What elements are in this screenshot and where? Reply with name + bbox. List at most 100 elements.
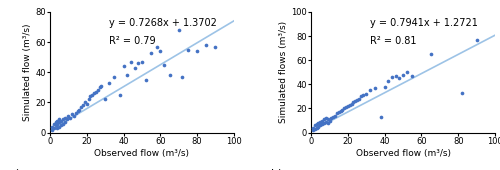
Point — [318, 119, 326, 122]
Point — [142, 78, 150, 81]
Point — [79, 104, 87, 107]
Point — [83, 103, 91, 105]
Point — [55, 121, 63, 123]
Point — [78, 106, 86, 108]
Point — [320, 122, 328, 124]
Point — [120, 65, 128, 68]
Point — [312, 123, 320, 125]
Text: y = 0.7941x + 1.2721: y = 0.7941x + 1.2721 — [370, 18, 478, 28]
Text: R² = 0.81: R² = 0.81 — [370, 36, 416, 46]
Point — [346, 104, 354, 106]
Point — [357, 95, 365, 98]
Point — [52, 124, 60, 126]
Point — [48, 125, 56, 128]
Point — [184, 48, 192, 51]
Point — [458, 91, 466, 94]
Point — [348, 102, 356, 105]
Point — [353, 99, 361, 101]
Point — [311, 128, 319, 130]
Point — [68, 113, 76, 116]
Point — [336, 109, 344, 112]
Point — [94, 89, 102, 92]
Point — [48, 128, 56, 131]
Point — [101, 98, 109, 101]
Point — [311, 124, 319, 127]
Point — [178, 75, 186, 78]
Point — [355, 97, 363, 100]
Point — [92, 90, 100, 93]
Point — [326, 119, 334, 122]
Point — [318, 123, 326, 125]
Point — [57, 124, 65, 126]
Point — [74, 110, 82, 113]
Point — [392, 74, 400, 77]
Point — [90, 92, 98, 95]
Point — [426, 53, 434, 56]
Point — [314, 125, 322, 128]
Point — [342, 106, 350, 109]
Point — [312, 126, 320, 129]
Point — [147, 51, 155, 54]
Point — [127, 60, 135, 63]
Y-axis label: Simulated flow (m³/s): Simulated flow (m³/s) — [24, 23, 32, 121]
Point — [123, 74, 131, 77]
Point — [72, 112, 80, 114]
Point — [202, 44, 210, 46]
Point — [388, 76, 396, 78]
Point — [372, 87, 380, 89]
Point — [338, 108, 346, 111]
Point — [59, 118, 67, 120]
Text: b): b) — [270, 168, 282, 170]
Point — [64, 115, 72, 117]
Point — [324, 118, 332, 121]
Text: y = 0.7268x + 1.3702: y = 0.7268x + 1.3702 — [109, 18, 216, 28]
Point — [134, 62, 142, 65]
Point — [160, 63, 168, 66]
Point — [396, 77, 404, 80]
X-axis label: Observed flow (m³/s): Observed flow (m³/s) — [356, 149, 450, 158]
Point — [350, 101, 358, 104]
Point — [59, 122, 67, 125]
Point — [70, 115, 78, 117]
Point — [309, 126, 317, 129]
Point — [60, 116, 68, 119]
Point — [334, 111, 342, 113]
Point — [60, 121, 68, 123]
Point — [105, 81, 113, 84]
Point — [152, 45, 160, 48]
Point — [54, 127, 62, 129]
Point — [76, 109, 84, 111]
Point — [377, 116, 385, 118]
Point — [50, 122, 58, 125]
Point — [193, 50, 201, 53]
Point — [57, 119, 65, 122]
Point — [54, 119, 62, 122]
Point — [402, 71, 410, 74]
Point — [84, 98, 92, 101]
Point — [174, 29, 182, 31]
Point — [316, 124, 324, 127]
Point — [50, 127, 58, 129]
Point — [110, 75, 118, 78]
Point — [130, 66, 138, 69]
Point — [380, 85, 388, 88]
Point — [86, 95, 94, 98]
Point — [358, 94, 366, 97]
Point — [212, 45, 220, 48]
Text: R² = 0.79: R² = 0.79 — [109, 36, 156, 46]
Point — [81, 101, 89, 104]
Point — [331, 114, 339, 117]
Point — [351, 100, 359, 103]
Point — [166, 74, 173, 77]
Point — [362, 93, 370, 95]
Point — [328, 117, 336, 120]
Point — [156, 50, 164, 53]
Point — [322, 120, 330, 123]
Point — [96, 86, 104, 89]
Point — [340, 107, 348, 110]
Y-axis label: Simulated flows (m³/s): Simulated flows (m³/s) — [280, 21, 288, 123]
Point — [88, 94, 96, 96]
Point — [329, 116, 337, 118]
Point — [138, 60, 146, 63]
Point — [316, 120, 324, 123]
